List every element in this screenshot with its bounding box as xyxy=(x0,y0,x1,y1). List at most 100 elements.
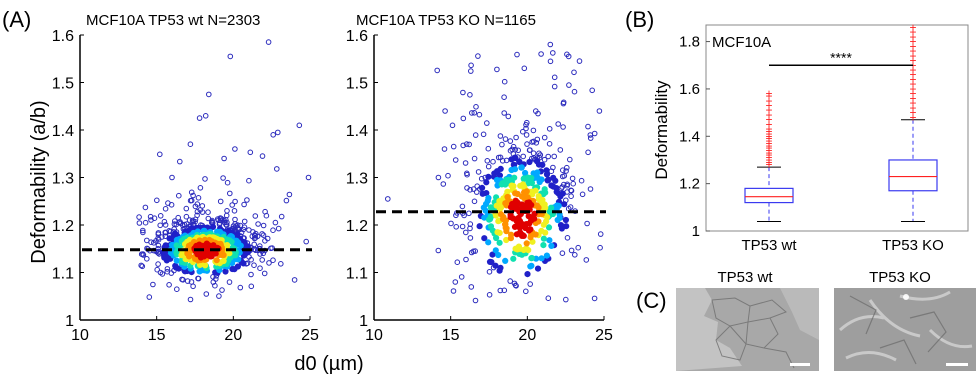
scatter-wt-y-tick-label: 1.3 xyxy=(52,171,74,188)
scatter-wt-point xyxy=(241,201,247,208)
scatter-wt-point xyxy=(226,279,233,285)
scatter-wt-point xyxy=(246,177,252,184)
box-outlier: + xyxy=(765,158,772,172)
box-outlier: + xyxy=(909,82,916,96)
scatter-ko-point xyxy=(474,183,481,189)
scatter-ko-point xyxy=(442,108,448,114)
scatter-wt-point xyxy=(183,213,190,220)
box-outlier: + xyxy=(765,125,772,139)
scatter-wt-point xyxy=(220,175,226,181)
box-outlier: + xyxy=(765,136,772,150)
scatter-ko-x-tick-label: 25 xyxy=(595,327,613,344)
scatter-wt-point xyxy=(159,234,165,240)
scatter-ko-point xyxy=(579,191,586,198)
box-outlier: + xyxy=(765,155,772,169)
box-outlier: + xyxy=(765,129,772,143)
scatter-wt-point xyxy=(229,202,235,208)
scatter-wt-point xyxy=(199,209,206,215)
scatter-wt-point xyxy=(162,206,169,212)
box-outlier: + xyxy=(909,39,916,53)
scatter-wt-point xyxy=(205,209,211,215)
scatter-wt-x-tick-label: 25 xyxy=(301,327,319,344)
scatter-ko-point xyxy=(468,68,474,74)
box-outlier: + xyxy=(765,117,772,131)
scatter-wt-point xyxy=(234,263,241,270)
scatter-wt-point xyxy=(268,245,274,252)
scatter-wt-point xyxy=(219,287,225,293)
scatter-ko-point xyxy=(511,280,518,287)
scatter-ko-point xyxy=(485,145,492,152)
scatter-wt-point xyxy=(251,262,257,269)
scatter-wt-point xyxy=(275,129,281,136)
scatter-wt-y-tick-label: 1.1 xyxy=(52,266,74,283)
scatter-ko-point xyxy=(510,255,517,262)
scatter-ko-point xyxy=(597,231,604,237)
scatter-ko-point xyxy=(473,189,480,195)
scatter-wt-point xyxy=(216,293,222,299)
scatter-ko-point xyxy=(449,122,456,129)
box-outlier: + xyxy=(765,127,772,141)
scatter-ko-point xyxy=(469,110,475,116)
scatter-wt-point xyxy=(232,198,238,205)
scatter-wt-point xyxy=(262,238,268,244)
box-y-tick-label: 1.6 xyxy=(679,81,700,98)
scatter-ko-point xyxy=(547,58,554,65)
scatter-ko-point xyxy=(484,120,490,126)
scatter-ko-point xyxy=(535,161,543,168)
scatter-ko-point xyxy=(568,193,574,199)
scatter-ko-point xyxy=(497,287,504,294)
scatter-wt-point xyxy=(154,266,160,273)
scatter-ko-point xyxy=(450,288,457,294)
scatter-ko-point xyxy=(498,204,505,211)
scatter-ko-point xyxy=(499,158,506,164)
scatter-wt-point xyxy=(283,197,290,204)
scatter-wt-point xyxy=(155,261,161,267)
box-outlier: + xyxy=(765,108,772,122)
box-outlier: + xyxy=(765,89,772,103)
scatter-ko-point xyxy=(557,147,564,153)
scatter-wt-point xyxy=(270,227,276,233)
scatter-wt-point xyxy=(155,236,162,243)
scatter-ko-point xyxy=(547,41,554,48)
scatter-ko-point xyxy=(485,239,492,246)
scatter-ko-point xyxy=(585,123,591,130)
scatter-wt-point xyxy=(151,215,158,221)
scatter-ko-point xyxy=(584,220,590,227)
scatter-ko-point xyxy=(463,141,470,147)
box-outlier: + xyxy=(765,132,772,146)
scatter-wt-point xyxy=(252,247,259,253)
scatter-ko-point xyxy=(434,67,441,74)
box-outlier: + xyxy=(909,49,916,63)
scatter-wt-point xyxy=(194,208,201,215)
scatter-ko-point xyxy=(529,139,536,145)
scatter-wt-point xyxy=(166,282,172,288)
scatter-y-axis-label: Deformability (a/b) xyxy=(28,100,50,263)
scatter-wt-point xyxy=(247,149,254,156)
scatter-wt-point xyxy=(195,275,201,282)
box-iqr xyxy=(744,187,794,204)
scatter-ko-point xyxy=(587,186,594,192)
scatter-wt-point xyxy=(291,277,298,283)
scatter-ko-point xyxy=(528,254,535,262)
scatter-ko-point xyxy=(523,132,530,138)
scatter-wt-point xyxy=(150,281,156,288)
scatter-ko-y-tick-label: 1.1 xyxy=(346,266,368,283)
scatter-ko-point xyxy=(475,53,481,59)
scatter-wt-point xyxy=(252,213,259,219)
scatter-ko-point xyxy=(534,265,542,272)
scatter-ko-point xyxy=(563,296,569,303)
scatter-ko-x-tick-label: 15 xyxy=(442,327,460,344)
scatter-ko-point xyxy=(494,66,500,73)
scatter-ko-point xyxy=(502,217,509,224)
scatter-wt-point xyxy=(261,270,268,277)
scatter-ko-point xyxy=(526,147,533,153)
scatter-ko-point xyxy=(541,156,548,163)
scatter-ko-point xyxy=(555,121,562,127)
scatter-wt-point xyxy=(260,222,267,229)
scatter-ko-point xyxy=(468,62,474,69)
scatter-ko-point xyxy=(492,212,500,219)
scatter-ko-point xyxy=(520,153,527,160)
scatter-ko-point xyxy=(583,257,590,263)
scatter-ko-point xyxy=(585,149,591,156)
scatter-wt-point xyxy=(169,174,175,181)
